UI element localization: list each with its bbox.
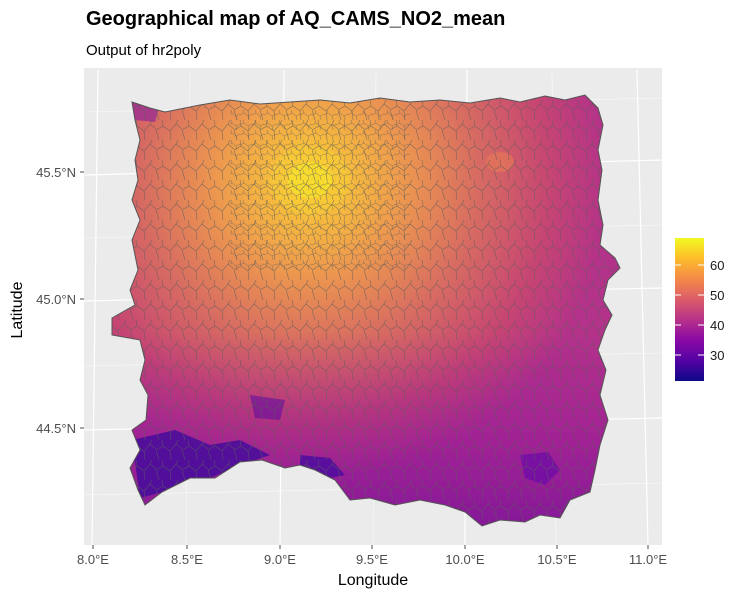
legend-tick-label: 50 <box>710 288 724 303</box>
legend-colorbar <box>675 238 704 381</box>
x-tick-label: 10.0°E <box>445 552 485 567</box>
chart-subtitle: Output of hr2poly <box>86 42 202 59</box>
legend: 30 40 50 60 <box>675 238 724 381</box>
gridline-x-11.0 <box>636 69 649 546</box>
y-axis-label: Latitude <box>9 281 26 339</box>
x-tick-label: 9.0°E <box>264 552 296 567</box>
axis-ticks <box>80 171 649 549</box>
y-tick-label: 45.0°N <box>36 292 76 307</box>
x-tick-label: 10.5°E <box>537 552 577 567</box>
y-tick-label: 44.5°N <box>36 421 76 436</box>
legend-tick-label: 30 <box>710 348 724 363</box>
y-tick-label: 45.5°N <box>36 165 76 180</box>
x-tick-label: 11.0°E <box>629 552 668 567</box>
legend-tick-label: 40 <box>710 318 724 333</box>
x-axis-label: Longitude <box>337 572 409 589</box>
legend-tick-label: 60 <box>710 258 724 273</box>
gridline-x-8.0 <box>91 69 99 546</box>
chart-title: Geographical map of AQ_CAMS_NO2_mean <box>86 8 506 30</box>
x-tick-label: 8.5°E <box>171 552 203 567</box>
x-tick-label: 8.0°E <box>77 552 109 567</box>
choropleth-region <box>112 95 620 526</box>
x-tick-label: 9.5°E <box>356 552 388 567</box>
